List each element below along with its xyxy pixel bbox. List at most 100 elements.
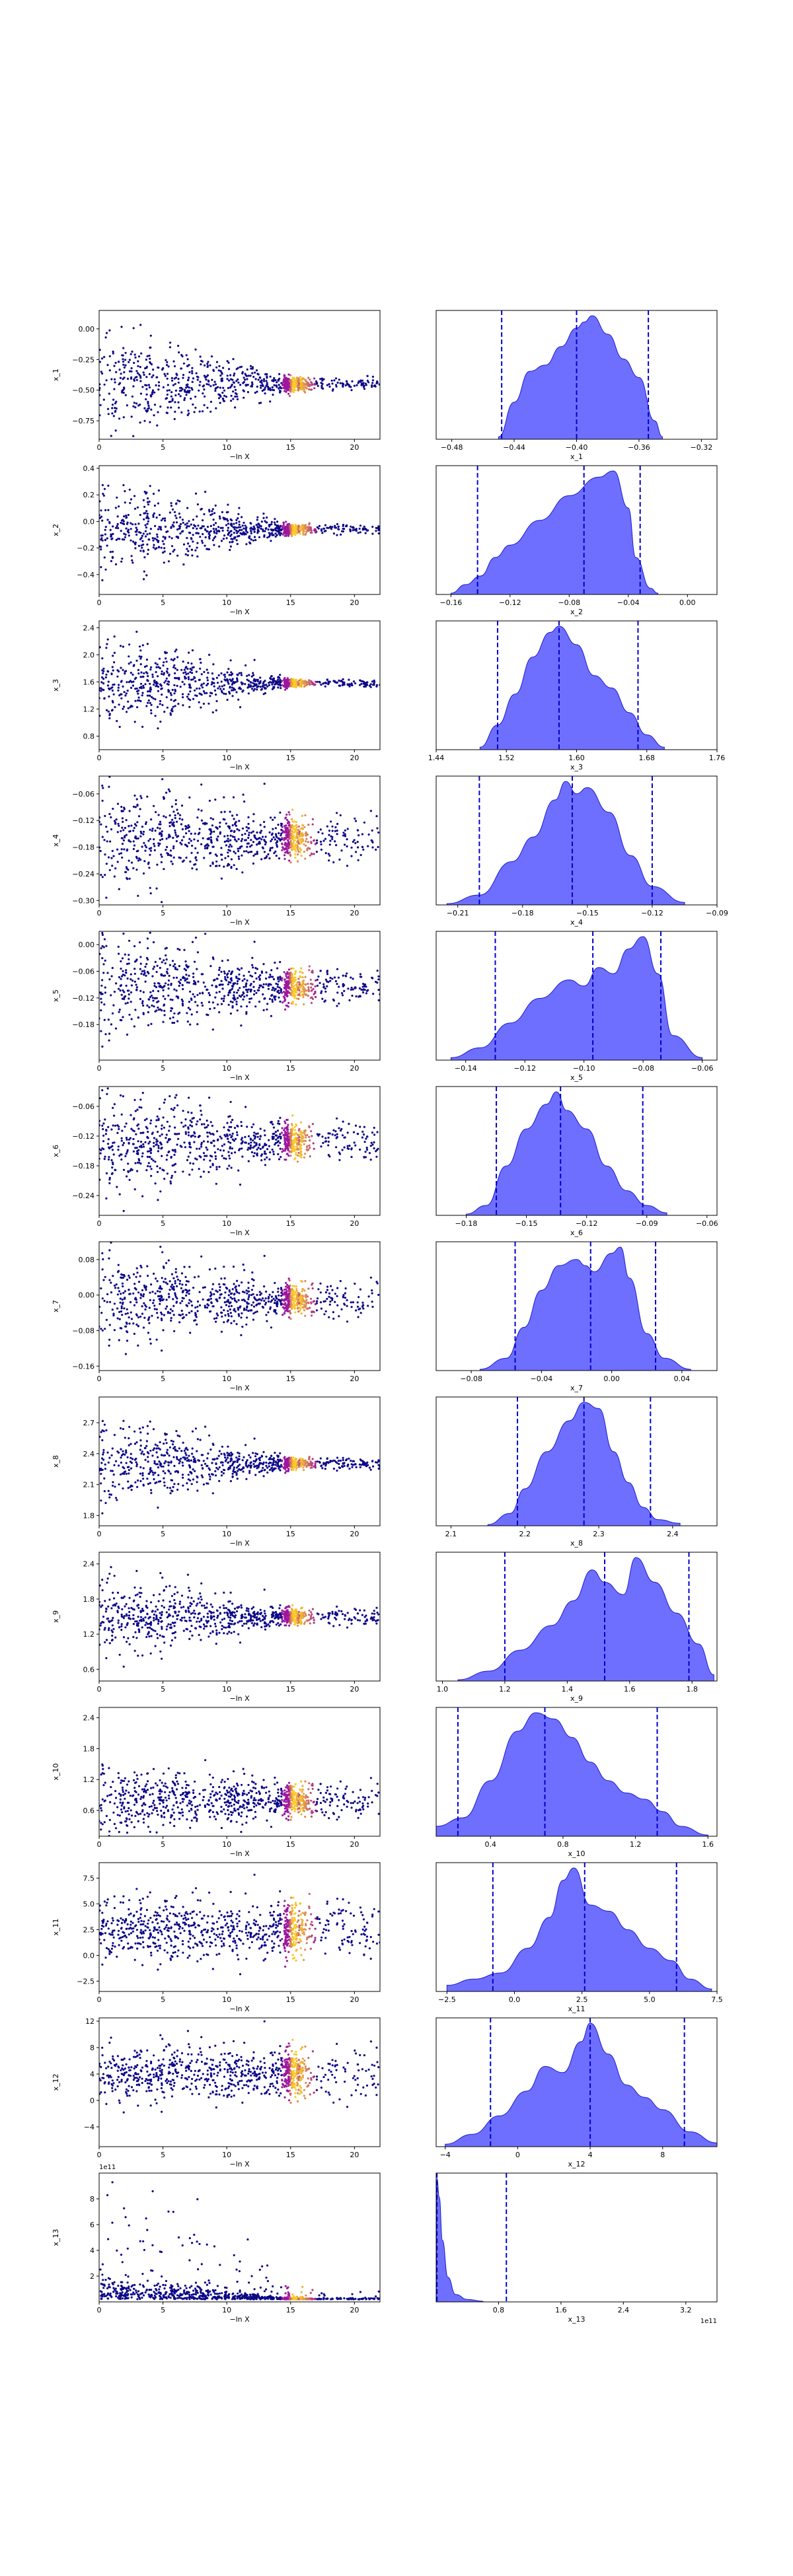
scatter-point [256, 968, 258, 970]
scatter-point [204, 845, 206, 847]
scatter-point [145, 956, 148, 959]
scatter-point [176, 948, 179, 950]
scatter-point [149, 991, 152, 993]
scatter-point [100, 984, 103, 987]
scatter-point [133, 827, 135, 830]
scatter-point [206, 684, 208, 687]
scatter-point [181, 519, 184, 521]
scatter-point [332, 999, 335, 1002]
scatter-point [108, 776, 111, 778]
scatter-point [102, 963, 105, 966]
scatter-point [114, 867, 117, 870]
scatter-point [274, 532, 277, 535]
scatter-point [356, 841, 359, 843]
scatter-point [221, 373, 223, 375]
scatter-point [236, 395, 239, 398]
scatter-point [301, 827, 303, 830]
scatter-point [338, 858, 341, 861]
scatter-point [193, 524, 196, 526]
scatter-point [170, 1009, 172, 1013]
scatter-point [139, 956, 142, 958]
scatter-point [155, 985, 157, 989]
scatter-point [176, 536, 180, 540]
scatter-point [209, 692, 212, 694]
scatter-point [120, 848, 123, 851]
scatter-point [231, 836, 234, 838]
scatter-point [293, 680, 296, 683]
scatter-point [352, 978, 354, 980]
scatter-point [184, 825, 187, 828]
scatter-point [219, 688, 222, 690]
scatter-point [303, 1139, 306, 1142]
scatter-point [123, 371, 126, 374]
scatter-point [166, 668, 169, 670]
scatter-point [234, 536, 237, 538]
scatter-point [278, 373, 281, 376]
x-tick-label: 0 [97, 909, 102, 917]
scatter-point [317, 831, 320, 834]
scatter-point [223, 389, 226, 392]
scatter-point [322, 983, 325, 985]
scatter-point [235, 820, 237, 823]
scatter-point [217, 369, 220, 372]
scatter-point [116, 524, 118, 528]
scatter-point [278, 526, 280, 528]
density-area [498, 315, 663, 439]
scatter-point [200, 1001, 203, 1004]
scatter-point [268, 831, 271, 834]
scatter-point [151, 389, 155, 392]
scatter-point [339, 382, 342, 384]
scatter-point [265, 856, 268, 859]
scatter-point [194, 937, 198, 939]
scatter-point [343, 681, 346, 684]
scatter-point [164, 997, 167, 1000]
scatter-point [102, 493, 104, 495]
scatter-point [224, 857, 227, 859]
scatter-point [218, 545, 221, 548]
scatter-point [140, 352, 143, 355]
scatter-point [187, 410, 190, 412]
scatter-point [132, 980, 134, 982]
scatter-point [125, 527, 128, 530]
scatter-point [185, 856, 188, 859]
x-tick-label: 1.60 [568, 754, 585, 762]
scatter-point [254, 972, 257, 974]
scatter-point [148, 867, 151, 869]
scatter-point [170, 505, 172, 507]
scatter-point [174, 401, 176, 404]
scatter-point [214, 799, 217, 801]
scatter-point [291, 684, 293, 686]
scatter-point [294, 853, 297, 856]
scatter-point [211, 508, 214, 511]
axes-frame [98, 931, 381, 1061]
scatter-point [292, 993, 295, 996]
scatter-point [116, 669, 119, 672]
scatter-point [170, 391, 173, 394]
scatter-point [159, 1008, 162, 1011]
scatter-point [243, 978, 246, 980]
scatter-point [303, 850, 305, 853]
scatter-point [124, 394, 127, 396]
scatter-point [215, 694, 217, 696]
scatter-point [330, 820, 332, 823]
y-tick-label: −0.4 [77, 571, 94, 579]
scatter-point [270, 969, 273, 972]
scatter-point [268, 1139, 270, 1141]
scatter-point [329, 525, 332, 528]
scatter-point [112, 669, 114, 672]
scatter-point [153, 1137, 155, 1139]
scatter-point [145, 705, 148, 707]
scatter-point [243, 995, 246, 998]
scatter-point [225, 979, 228, 982]
scatter-point [194, 857, 197, 859]
scatter-point [131, 395, 133, 398]
scatter-point [158, 982, 161, 985]
scatter-point [225, 518, 229, 520]
scatter-point [106, 1092, 108, 1095]
scatter-point [143, 556, 146, 559]
scatter-point [262, 682, 264, 685]
scatter-point [196, 515, 198, 518]
scatter-point [356, 846, 359, 849]
scatter-point [304, 533, 307, 536]
scatter-point [126, 690, 129, 692]
